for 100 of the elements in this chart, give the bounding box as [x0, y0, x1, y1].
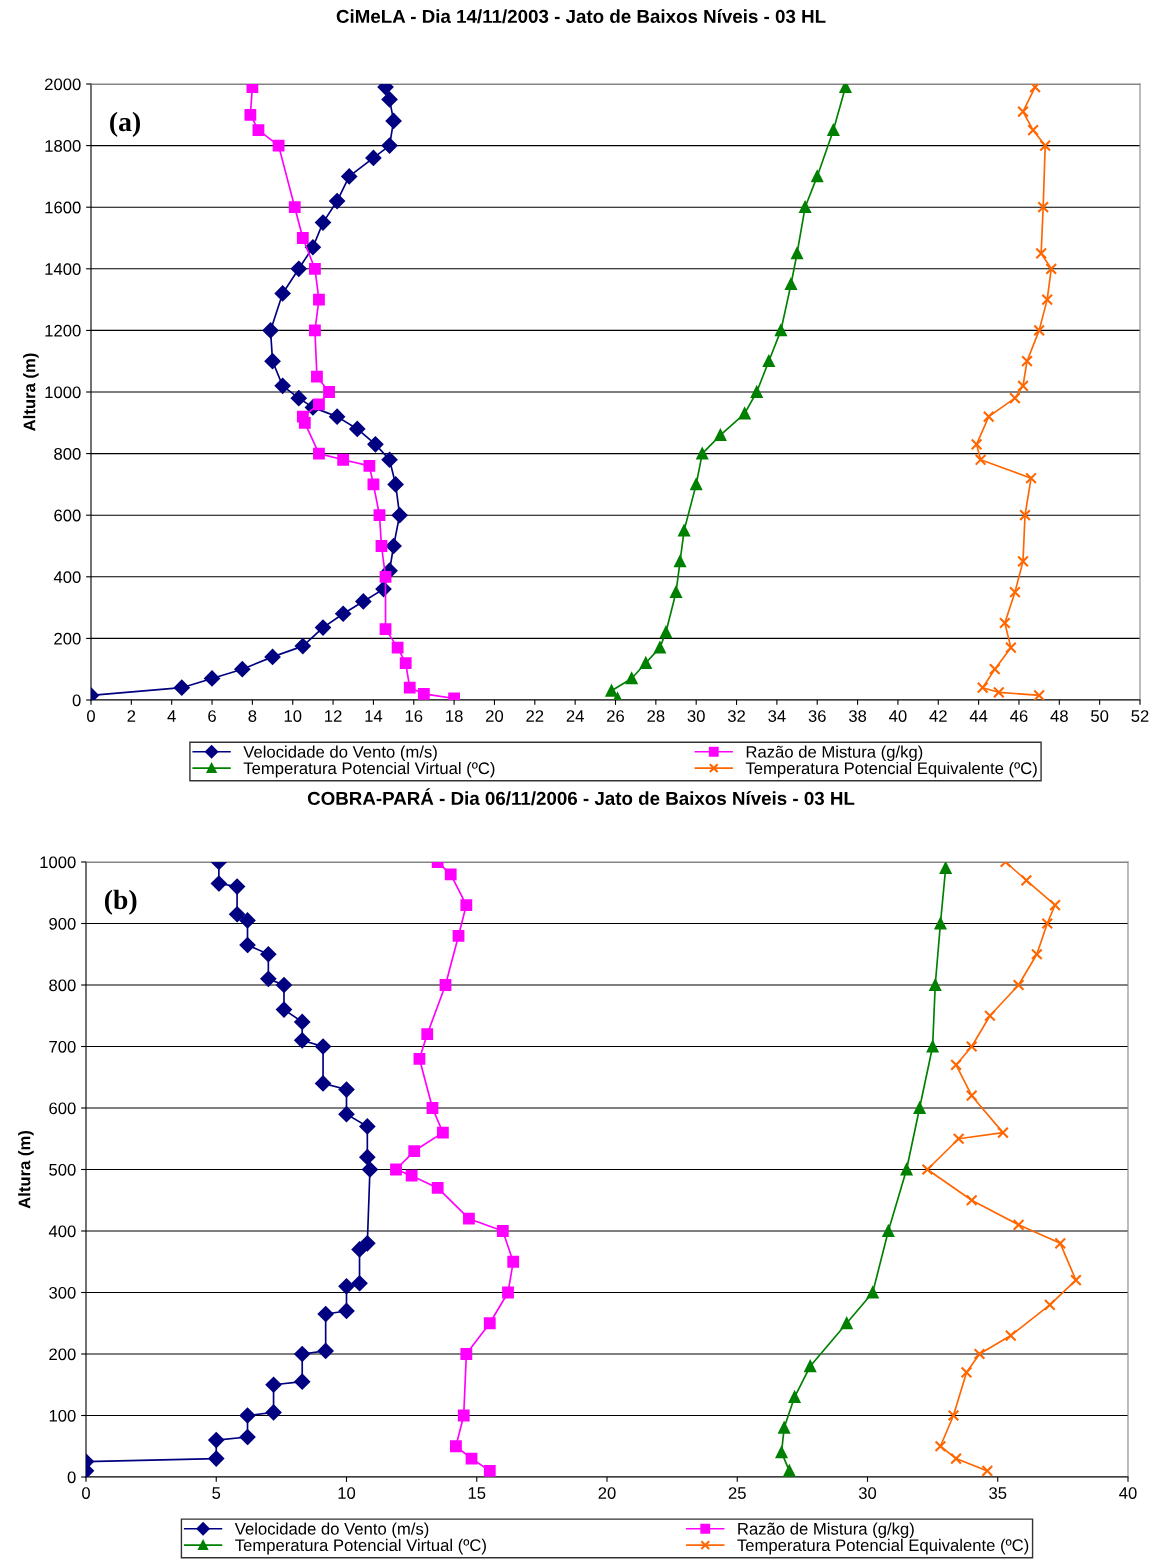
point [317, 1306, 334, 1322]
point [952, 1132, 965, 1145]
point [349, 421, 366, 437]
y-tick-label: 200 [49, 1348, 76, 1361]
point [950, 1059, 962, 1071]
point [1049, 899, 1061, 911]
point [934, 917, 947, 930]
point [385, 113, 402, 129]
point [390, 1163, 402, 1176]
point [1025, 472, 1037, 485]
point [502, 1286, 514, 1299]
point [276, 1001, 292, 1018]
x-tick-label: 22 [526, 710, 544, 722]
point [1045, 262, 1058, 275]
point [714, 429, 727, 442]
point [315, 1075, 331, 1092]
x-tick-label: 24 [566, 710, 584, 722]
point [1033, 689, 1046, 700]
point [653, 641, 666, 654]
point [934, 1440, 947, 1453]
point [355, 593, 372, 610]
point [359, 1149, 376, 1166]
annotation: (a) [110, 111, 140, 137]
point [313, 447, 325, 460]
point [239, 1407, 256, 1424]
point [947, 1409, 960, 1422]
point [359, 1118, 376, 1135]
point [460, 1348, 473, 1360]
x-tick-label: 35 [989, 1487, 1007, 1499]
point [294, 1373, 311, 1390]
y-axis-title: Altura (m) [23, 353, 39, 431]
point [379, 623, 392, 636]
point [1020, 874, 1033, 887]
point [1029, 84, 1041, 93]
point [444, 868, 457, 881]
point [1039, 139, 1052, 152]
point [625, 672, 638, 685]
legend-label: Temperatura Potencial Equivalente (ºC) [745, 761, 1037, 778]
point [387, 476, 404, 493]
point [926, 1040, 939, 1053]
point [294, 1013, 311, 1030]
point [690, 478, 703, 491]
point [315, 1038, 331, 1055]
point [304, 239, 321, 256]
y-tick-label: 500 [49, 1163, 76, 1176]
point [264, 648, 281, 665]
y-tick-label: 700 [49, 1040, 76, 1053]
point [804, 1360, 817, 1373]
point [436, 1126, 449, 1139]
point [811, 170, 824, 183]
x-tick-label: 20 [598, 1487, 616, 1499]
point [827, 124, 840, 137]
point [463, 1212, 475, 1225]
point [338, 1303, 355, 1319]
legend-label: Velocidade do Vento (m/s) [243, 745, 437, 762]
legend-label: Velocidade do Vento (m/s) [234, 1522, 429, 1539]
point [288, 201, 301, 214]
legend-label: Razão de Mistura (g/kg) [746, 745, 923, 762]
point [1027, 124, 1039, 137]
x-tick-label: 52 [1131, 710, 1149, 722]
x-tick-label: 46 [1010, 710, 1028, 722]
point [362, 1161, 378, 1178]
point [274, 285, 291, 302]
point [973, 1348, 986, 1360]
point [1041, 293, 1054, 306]
point [1030, 948, 1043, 961]
point [1017, 379, 1029, 392]
point [204, 670, 220, 687]
point [367, 478, 380, 491]
point [1009, 392, 1021, 405]
point [229, 878, 245, 895]
x-tick-label: 48 [1050, 710, 1068, 722]
point [965, 1194, 978, 1207]
x-tick-label: 18 [446, 710, 463, 722]
point [296, 410, 309, 423]
point [313, 398, 325, 411]
point [338, 1081, 355, 1098]
point [408, 1145, 421, 1157]
x-tick-label: 5 [212, 1487, 221, 1499]
y-tick-label: 600 [49, 1102, 76, 1115]
x-tick-label: 38 [848, 710, 867, 722]
point [294, 1032, 311, 1049]
point [783, 1464, 796, 1477]
point [264, 353, 281, 370]
x-tick-label: 40 [889, 710, 907, 722]
point [496, 1225, 509, 1237]
point [391, 507, 408, 524]
point [413, 1052, 426, 1065]
point [1004, 641, 1017, 654]
point [229, 906, 245, 923]
y-tick-label: 1200 [45, 324, 81, 337]
point [840, 1317, 853, 1330]
x-tick-label: 12 [325, 710, 342, 722]
point [313, 293, 325, 306]
point [260, 970, 277, 987]
point [338, 1106, 355, 1123]
point [974, 453, 987, 466]
point [262, 322, 279, 339]
point [272, 139, 285, 152]
point [452, 929, 465, 942]
